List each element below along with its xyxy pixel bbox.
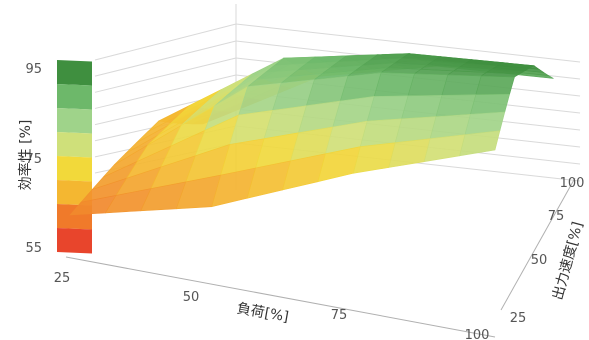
z-tick-label: 95 bbox=[25, 62, 42, 77]
gridline bbox=[95, 41, 236, 76]
x-tick-label: 25 bbox=[54, 271, 71, 286]
y-tick-label: 50 bbox=[531, 253, 548, 268]
y-tick-label: 75 bbox=[548, 209, 565, 224]
x-tick-label: 100 bbox=[465, 328, 490, 340]
color-scale-band bbox=[57, 108, 92, 134]
surface-cell bbox=[476, 76, 515, 95]
y-axis-label: 出力速度[%] bbox=[550, 220, 586, 302]
color-scale-bar bbox=[57, 60, 92, 254]
x-axis-line bbox=[66, 257, 495, 337]
color-scale-band bbox=[57, 132, 92, 158]
y-tick-label: 100 bbox=[560, 176, 585, 191]
z-axis-label: 効率性 [%] bbox=[17, 120, 34, 191]
surface-cell bbox=[442, 75, 481, 96]
surface-cell bbox=[374, 73, 414, 97]
surface-cell bbox=[424, 135, 465, 162]
color-scale-band bbox=[57, 60, 92, 86]
y-tick-label: 25 bbox=[510, 311, 527, 326]
color-scale-band bbox=[57, 156, 92, 182]
gridline bbox=[95, 58, 236, 92]
surface-cell bbox=[436, 95, 476, 117]
gridline bbox=[95, 24, 236, 60]
surface-cell bbox=[389, 139, 430, 168]
color-scale-band bbox=[57, 84, 92, 110]
surface-cell bbox=[402, 95, 442, 119]
color-scale-band bbox=[57, 228, 92, 254]
x-tick-label: 75 bbox=[331, 308, 348, 323]
surface-cell bbox=[408, 74, 448, 96]
x-axis-label: 負荷[%] bbox=[236, 301, 290, 326]
surface-cell bbox=[470, 94, 509, 114]
surface-mesh bbox=[70, 54, 554, 215]
z-tick-label: 55 bbox=[25, 241, 42, 256]
surface-cell bbox=[460, 131, 500, 156]
x-tick-label: 50 bbox=[183, 290, 200, 305]
